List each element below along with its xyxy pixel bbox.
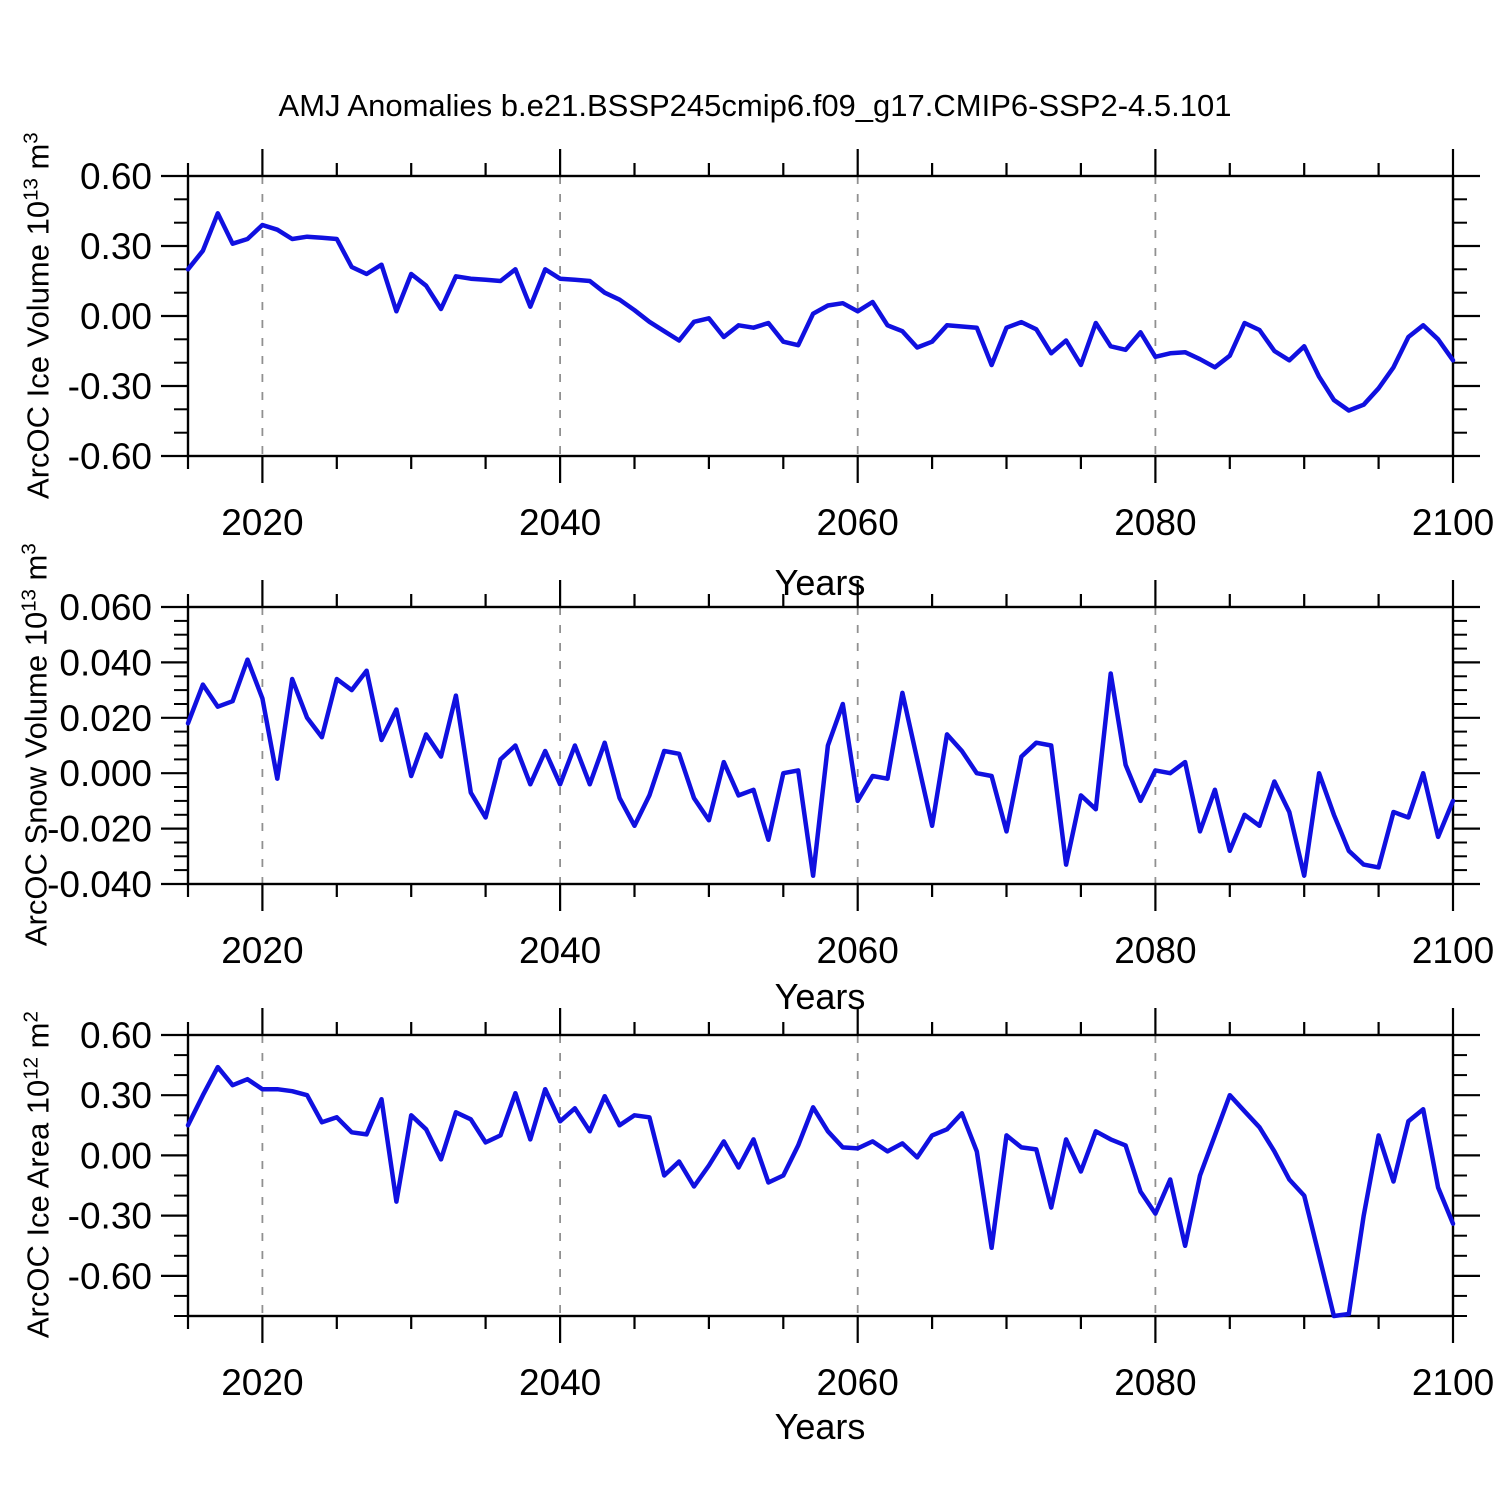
y-tick-label: 0.040 [59,642,152,683]
x-tick-label: 2040 [519,930,601,971]
y-tick-label: -0.30 [68,1196,152,1237]
chart-title: AMJ Anomalies b.e21.BSSP245cmip6.f09_g17… [278,88,1232,123]
x-axis-title-panel-3: Years [774,1406,866,1447]
y-tick-label: -0.30 [68,366,152,407]
y-tick-label: 0.060 [59,587,152,628]
x-tick-label: 2020 [221,502,303,543]
series-line-panel-2 [185,657,1456,878]
panel-frame [186,605,1455,886]
x-tick-label: 2020 [221,1362,303,1403]
y-tick-label: 0.60 [80,156,152,197]
y-tick-label: -0.040 [47,864,152,905]
y-tick-label: 0.00 [80,296,152,337]
y-tick-label: -0.60 [68,436,152,477]
x-tick-label: 2080 [1114,930,1196,971]
panel-3: 2020 2040 2060 2080 2100 0.60 0.30 0.00 -0.30 -0.… [68,1008,1494,1403]
x-tick-label: 2100 [1412,1362,1494,1403]
panel-2: 2020 2040 2060 2080 2100 0.060 0.040 0.020 0.000… [47,580,1494,971]
x-tick-label: 2080 [1114,502,1196,543]
y-tick-label: 0.00 [80,1135,152,1176]
x-tick-label: 2100 [1412,930,1494,971]
y-tick-label: 0.30 [80,226,152,267]
y-tick-label: -0.60 [68,1256,152,1297]
y-tick-label: -0.020 [47,809,152,850]
x-tick-label: 2020 [221,930,303,971]
x-axis-title-panel-2: Years [774,976,866,1017]
panel-1: 2020 2040 2060 2080 2100 0.60 0.30 0.00 -0.30 -0.… [68,149,1494,543]
panel-frame [186,1033,1455,1318]
x-tick-label: 2040 [519,1362,601,1403]
x-axis-title-panel-1: Years [774,562,866,603]
y-tick-label: 0.30 [80,1075,152,1116]
x-tick-label: 2060 [817,930,899,971]
series-line-panel-3 [185,1064,1456,1319]
panel-frame [186,174,1455,458]
y-tick-label: 0.60 [80,1015,152,1056]
x-tick-label: 2040 [519,502,601,543]
x-tick-label: 2060 [817,502,899,543]
y-tick-label: 0.020 [59,698,152,739]
x-tick-label: 2060 [817,1362,899,1403]
x-tick-label: 2100 [1412,502,1494,543]
x-tick-label: 2080 [1114,1362,1196,1403]
series-line-panel-1 [185,211,1456,413]
y-tick-label: 0.000 [59,753,152,794]
